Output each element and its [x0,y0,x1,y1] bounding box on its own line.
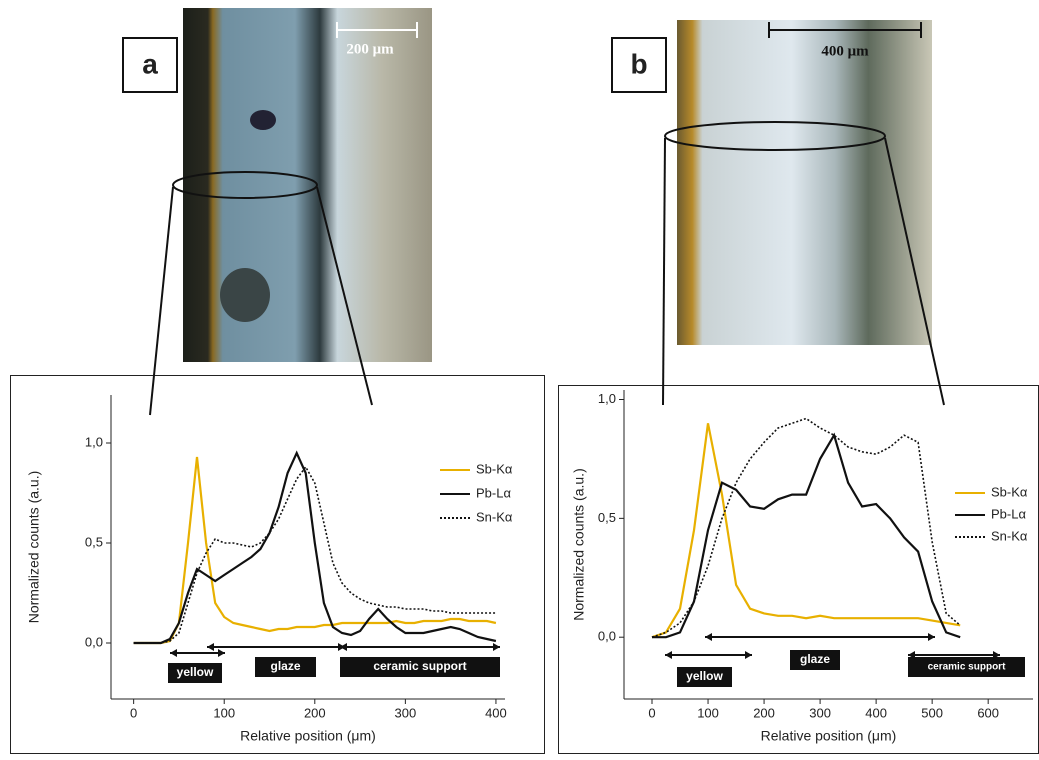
x-axis-label: Relative position (μm) [240,728,376,744]
chart-frame [559,386,1039,754]
legend-label: Sn-Kα [476,509,513,524]
y-tick-label: 1,0 [598,391,616,406]
scale-label: 200 μm [346,41,394,57]
x-tick-label: 400 [485,705,507,720]
x-tick-label: 500 [921,705,943,720]
panel-label: a [142,48,158,79]
y-tick-label: 1,0 [85,434,103,449]
y-tick-label: 0,0 [598,629,616,644]
y-tick-label: 0,0 [85,634,103,649]
x-tick-label: 0 [648,705,655,720]
legend-label: Sb-Kα [476,461,513,476]
annotation-label: ceramic support [928,662,1006,673]
panel-label: b [630,48,647,79]
annotation-label: yellow [177,665,214,679]
y-tick-label: 0,5 [598,510,616,525]
pore [220,268,270,322]
figure: 200 μm 400 μm a b 0 100 200 300 400 0,0 0,5 1,0… [0,0,1039,755]
legend-label: Sb-Kα [991,484,1028,499]
annotation-label: glaze [270,659,300,673]
x-tick-label: 200 [304,705,326,720]
chart-frame [11,376,545,754]
x-tick-label: 400 [865,705,887,720]
x-axis-label: Relative position (μm) [761,728,897,744]
x-tick-label: 600 [977,705,999,720]
annotation-label: ceramic support [373,659,466,673]
x-tick-label: 100 [697,705,719,720]
y-tick-label: 0,5 [85,534,103,549]
pore [250,110,276,130]
y-axis-label: Normalized counts (a.u.) [26,471,42,624]
micrograph [677,20,932,345]
x-tick-label: 0 [130,705,137,720]
x-tick-label: 100 [213,705,235,720]
x-tick-label: 300 [395,705,417,720]
legend-label: Sn-Kα [991,528,1028,543]
x-tick-label: 200 [753,705,775,720]
y-axis-label: Normalized counts (a.u.) [571,468,587,621]
legend-label: Pb-Lα [991,506,1026,521]
scale-label: 400 μm [821,43,869,59]
annotation-label: glaze [800,652,830,666]
x-tick-label: 300 [809,705,831,720]
micrograph [183,8,432,362]
legend-label: Pb-Lα [476,485,511,500]
annotation-label: yellow [686,669,723,683]
